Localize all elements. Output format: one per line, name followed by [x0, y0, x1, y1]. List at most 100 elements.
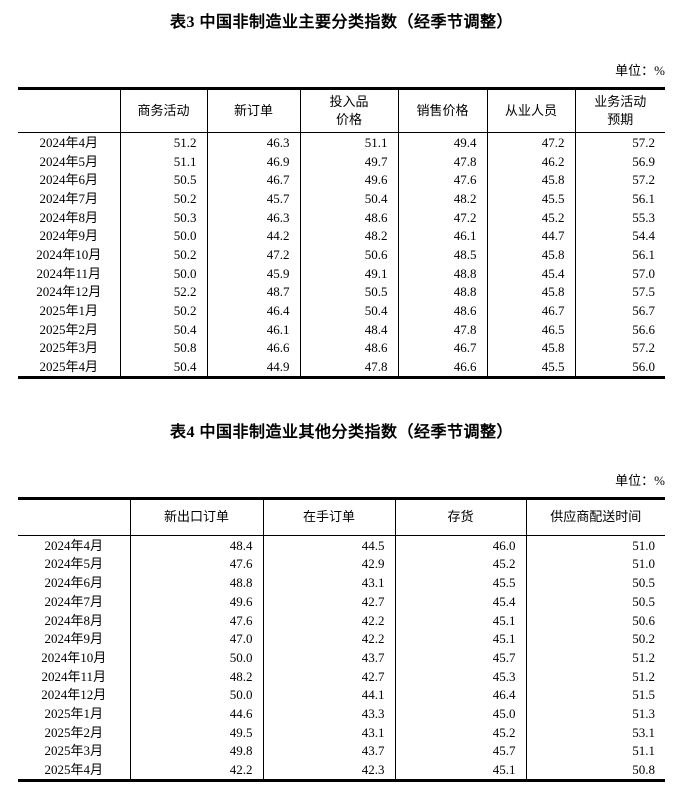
column-header-new-export-orders: 新出口订单 [129, 498, 263, 536]
cell-value: 45.2 [486, 207, 575, 227]
cell-value: 50.0 [119, 263, 207, 283]
cell-value: 56.7 [574, 301, 665, 320]
cell-value: 51.2 [525, 648, 665, 667]
column-header-new-orders: 新订单 [206, 88, 300, 133]
cell-value: 51.3 [525, 704, 665, 723]
column-header-inventory: 存货 [394, 498, 526, 536]
cell-value: 47.6 [129, 554, 263, 574]
table-row: 2025年4月 50.4 44.9 47.8 46.6 45.5 56.0 [18, 357, 665, 378]
table3: 商务活动 新订单 投入品 价格 销售价格 从业人员 业务活动 预期 2024年4… [18, 87, 665, 379]
row-label: 2024年11月 [36, 265, 102, 281]
row-label: 2024年7月 [39, 190, 98, 206]
row-label: 2024年12月 [36, 284, 102, 300]
row-label: 2024年5月 [39, 153, 98, 169]
column-header-backlog-orders: 在手订单 [262, 498, 395, 536]
cell-value: 42.3 [262, 760, 395, 781]
cell-value: 45.4 [394, 592, 526, 611]
cell-value: 43.7 [262, 741, 395, 761]
cell-value: 45.8 [486, 282, 575, 302]
cell-value: 45.7 [206, 189, 300, 208]
cell-value: 48.4 [299, 319, 398, 339]
cell-value: 50.2 [119, 245, 207, 264]
cell-value: 44.2 [206, 226, 300, 246]
table-row: 2024年11月 50.0 45.9 49.1 48.8 45.4 57.0 [18, 263, 665, 283]
table-row: 2024年8月 47.6 42.2 45.1 50.6 [18, 610, 665, 630]
table4-body: 2024年4月 48.4 44.5 46.0 51.0 2024年5月 47.6 42.9 45… [18, 535, 665, 781]
cell-value: 50.5 [119, 170, 207, 190]
table-row: 2024年6月 50.5 46.7 49.6 47.6 45.8 57.2 [18, 170, 665, 190]
column-header-activity-expectation: 业务活动 预期 [574, 88, 665, 133]
cell-value: 45.7 [394, 741, 526, 761]
row-label: 2024年10月 [36, 246, 102, 262]
cell-value: 50.4 [119, 357, 207, 378]
cell-value: 57.2 [574, 132, 665, 152]
cell-value: 48.5 [397, 245, 487, 264]
cell-value: 46.5 [486, 319, 575, 339]
column-header-input-prices: 投入品 价格 [299, 88, 398, 133]
cell-value: 48.6 [299, 338, 398, 358]
cell-value: 50.2 [525, 629, 665, 649]
cell-value: 48.8 [397, 282, 487, 302]
table-row: 2024年5月 47.6 42.9 45.2 51.0 [18, 554, 665, 574]
cell-value: 49.8 [129, 741, 263, 761]
cell-value: 42.9 [262, 554, 395, 574]
cell-value: 50.0 [119, 226, 207, 246]
cell-value: 46.3 [206, 207, 300, 227]
cell-value: 48.7 [206, 282, 300, 302]
cell-value: 49.1 [299, 263, 398, 283]
cell-value: 49.6 [299, 170, 398, 190]
cell-value: 50.5 [525, 573, 665, 592]
cell-value: 50.8 [119, 338, 207, 358]
cell-value: 57.2 [574, 338, 665, 358]
cell-value: 46.4 [206, 301, 300, 320]
cell-value: 56.0 [574, 357, 665, 378]
cell-value: 45.8 [486, 170, 575, 190]
cell-value: 45.0 [394, 704, 526, 723]
cell-value: 44.6 [129, 704, 263, 723]
table3-section: 表3 中国非制造业主要分类指数（经季节调整） 单位：% 商务活动 新订单 投入品… [0, 0, 683, 379]
row-label: 2024年11月 [41, 668, 107, 684]
cell-value: 42.7 [262, 592, 395, 611]
cell-value: 47.2 [486, 132, 575, 152]
cell-value: 45.8 [486, 245, 575, 264]
table4: 新出口订单 在手订单 存货 供应商配送时间 2024年4月 48.4 44.5 46.… [18, 496, 665, 782]
table-row: 2025年2月 49.5 43.1 45.2 53.1 [18, 722, 665, 742]
cell-value: 48.6 [299, 207, 398, 227]
table4-header-row: 新出口订单 在手订单 存货 供应商配送时间 [18, 498, 665, 536]
table-row: 2024年5月 51.1 46.9 49.7 47.8 46.2 56.9 [18, 151, 665, 171]
cell-value: 51.2 [119, 132, 207, 152]
cell-value: 47.0 [129, 629, 263, 649]
cell-value: 50.4 [299, 301, 398, 320]
cell-value: 54.4 [574, 226, 665, 246]
cell-value: 51.0 [525, 535, 665, 555]
row-label: 2025年3月 [39, 340, 98, 356]
cell-value: 56.6 [574, 319, 665, 339]
row-label: 2024年12月 [41, 687, 107, 703]
cell-value: 51.1 [525, 741, 665, 761]
cell-value: 43.7 [262, 648, 395, 667]
cell-value: 50.3 [119, 207, 207, 227]
cell-value: 50.5 [525, 592, 665, 611]
table-row: 2024年7月 50.2 45.7 50.4 48.2 45.5 56.1 [18, 189, 665, 208]
cell-value: 46.4 [394, 685, 526, 705]
table-row: 2024年10月 50.0 43.7 45.7 51.2 [18, 648, 665, 667]
cell-value: 43.1 [262, 722, 395, 742]
cell-value: 47.2 [206, 245, 300, 264]
cell-value: 51.0 [525, 554, 665, 574]
row-label: 2024年8月 [44, 612, 103, 628]
cell-value: 51.5 [525, 685, 665, 705]
table-row: 2024年12月 52.2 48.7 50.5 48.8 45.8 57.5 [18, 282, 665, 302]
table4-section: 表4 中国非制造业其他分类指数（经季节调整） 单位：% 新出口订单 在手订单 存… [0, 379, 683, 782]
table3-header-row: 商务活动 新订单 投入品 价格 销售价格 从业人员 业务活动 预期 [18, 88, 665, 133]
cell-value: 48.8 [397, 263, 487, 283]
cell-value: 51.2 [525, 666, 665, 686]
cell-value: 56.1 [574, 189, 665, 208]
row-label: 2025年3月 [44, 743, 103, 759]
cell-value: 45.5 [486, 189, 575, 208]
table-row: 2025年3月 50.8 46.6 48.6 46.7 45.8 57.2 [18, 338, 665, 358]
cell-value: 50.0 [129, 648, 263, 667]
column-header-business-activity: 商务活动 [119, 88, 207, 133]
row-label: 2024年9月 [39, 228, 98, 244]
cell-value: 48.2 [129, 666, 263, 686]
cell-value: 48.2 [299, 226, 398, 246]
